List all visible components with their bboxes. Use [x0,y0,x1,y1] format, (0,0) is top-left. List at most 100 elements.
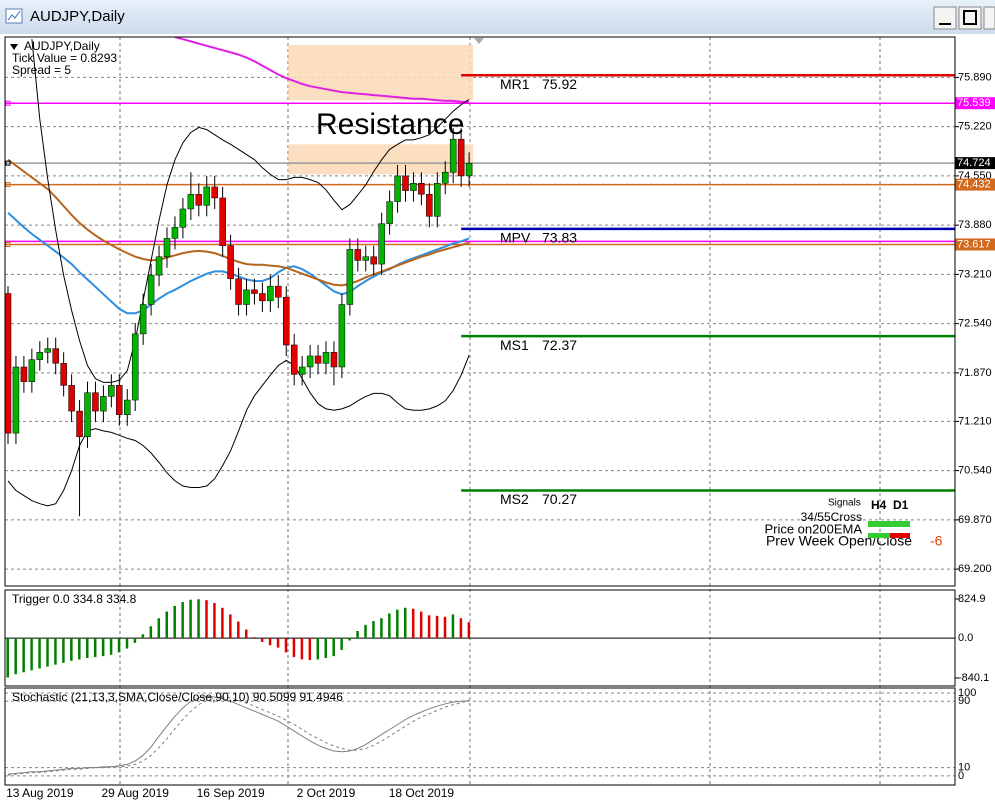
window-title: AUDJPY,Daily [30,8,125,25]
indicator-line [7,696,470,776]
price-label: 74.432 [957,178,991,190]
candle-body [235,278,242,305]
indicator-line [7,158,470,287]
y-tick-label: 100 [958,687,976,699]
pivot-name: MS2 [500,491,529,507]
candle-body [354,249,362,261]
candle-body [171,227,179,239]
y-tick-label: 90 [958,695,970,707]
y-tick-label: 70.540 [958,465,992,477]
price-label: 73.617 [957,238,991,250]
histogram-bar [252,637,256,639]
pivot-value: 72.37 [542,337,577,353]
histogram-bar [308,638,312,660]
candle-body [36,352,44,360]
y-tick-label: 72.540 [958,318,992,330]
price-label: 75.539 [957,97,991,109]
pivot-value: 73.83 [542,230,577,246]
trigger-panel-frame [4,589,956,687]
chart-info: Spread = 5 [12,63,71,77]
window-buttons [933,6,995,30]
price-label: 74.724 [957,157,991,169]
window-icon-glyph [7,10,21,21]
histogram-bar [205,600,208,639]
resistance-zone [288,144,474,175]
histogram-bar [435,615,439,639]
candle-body [116,385,123,416]
candle-body [108,385,115,397]
candle-body [139,304,147,335]
candle-body [386,201,393,224]
histogram-bar [30,638,33,671]
candle-body [124,399,131,416]
histogram-bar [101,638,105,657]
y-tick-label: 69.200 [958,563,992,575]
histogram-bar [459,618,463,639]
price-line-handle [5,160,11,166]
candle-body [465,163,473,177]
histogram-bar [149,626,153,639]
title-bar [0,0,995,34]
candle-body [251,289,258,294]
price-label-bg [955,238,995,251]
histogram-bar [451,614,455,639]
price-line-handle [5,241,11,247]
indicator-line [31,39,470,383]
histogram-bar [22,638,25,673]
histogram-bar [268,638,272,646]
y-tick-label: 0 [958,770,964,782]
histogram-bar [419,611,423,639]
histogram-bar [237,621,240,639]
y-tick-label: 69.870 [958,514,992,526]
candle-body [449,138,457,173]
y-tick-label: 73.210 [958,268,992,280]
histogram-bar [157,618,161,639]
window-icon [5,8,23,24]
candle-body [298,366,306,375]
candle-body [394,175,401,202]
x-tick-label: 13 Aug 2019 [6,786,74,800]
close-button[interactable] [983,6,995,30]
candle-body [418,183,425,195]
candle-body [267,285,274,302]
signals-value: -6 [930,533,943,549]
histogram-bar [332,638,335,657]
y-tick-label: 10 [958,761,970,773]
signals-column: D1 [893,498,909,512]
collapse-arrow[interactable] [10,44,18,50]
candle-body [20,366,28,382]
plot-layer: 75.89075.22074.55073.88073.21072.54071.8… [5,37,995,800]
chart-area [0,34,995,800]
candle-body [330,352,338,368]
panel-title: Trigger 0.0 334.8 334.8 [12,592,137,606]
histogram-bar [141,634,145,639]
signal-state [890,533,910,538]
candle-body [410,183,417,191]
histogram-bar [189,599,192,639]
histogram-bar [292,638,296,658]
histogram-bar [213,603,216,639]
histogram-bar [348,638,351,641]
price-label-bg [955,97,995,110]
candle-body [155,256,163,276]
x-tick-label: 16 Sep 2019 [197,786,265,800]
histogram-bar [125,638,129,649]
pivot-name: MS1 [500,337,529,353]
trigger-plot [5,599,955,678]
candle-body [76,410,83,438]
candle-body [338,304,346,368]
candle-body [68,385,75,412]
minimize-button[interactable] [933,6,957,30]
x-tick-label: 2 Oct 2019 [297,786,356,800]
candle-body [275,285,282,298]
candle-body [147,274,155,305]
histogram-bar [364,624,367,639]
histogram-bar [78,638,81,660]
candle-body [243,289,250,305]
stochastic-panel-frame [4,687,956,786]
candle-body [457,138,465,177]
candle-body [44,348,51,353]
main-panel-frame [4,36,956,587]
y-tick-label: 0.0 [958,632,973,644]
